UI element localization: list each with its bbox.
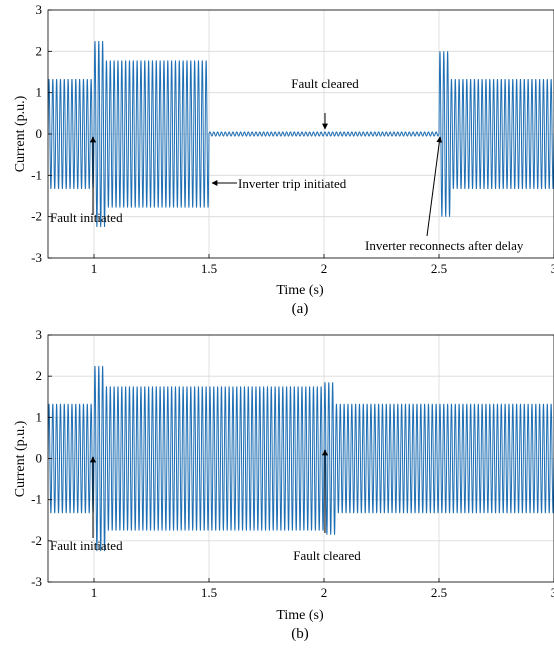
panel-b-ylabel: Current (p.u.) xyxy=(13,420,28,497)
panel-b-sublabel: (b) xyxy=(291,626,309,642)
y-tick-label: 1 xyxy=(36,85,43,100)
x-tick-label: 3 xyxy=(551,261,554,276)
current-waveform-series xyxy=(48,365,554,552)
panel-a-waveform xyxy=(48,40,554,228)
annotation-label: Fault initiated xyxy=(50,538,123,553)
annotation-reconnect-a: Inverter reconnects after delay xyxy=(365,136,524,253)
y-tick-label: 1 xyxy=(36,409,43,424)
x-tick-label: 2.5 xyxy=(431,585,447,600)
annotation-fault-initiated-b: Fault initiated xyxy=(50,456,123,553)
y-tick-label: -2 xyxy=(31,533,42,548)
y-tick-label: 3 xyxy=(36,327,43,342)
y-tick-label: -2 xyxy=(31,209,42,224)
y-tick-label: -3 xyxy=(31,250,42,265)
panel-a-sublabel: (a) xyxy=(292,301,309,317)
annotation-fault-cleared-b: Fault cleared xyxy=(293,449,361,563)
annotation-label: Fault cleared xyxy=(293,548,361,563)
y-tick-label: -1 xyxy=(31,167,42,182)
annotation-label: Inverter reconnects after delay xyxy=(365,238,524,253)
y-tick-label: 0 xyxy=(36,126,43,141)
y-tick-label: 2 xyxy=(36,43,43,58)
annotation-inverter-trip-a: Inverter trip initiated xyxy=(211,176,347,191)
annotation-label: Fault cleared xyxy=(291,76,359,91)
panel-b-waveform xyxy=(48,365,554,552)
y-tick-label: 0 xyxy=(36,451,43,466)
panel-b-xlabel: Time (s) xyxy=(276,608,324,623)
x-tick-label: 1.5 xyxy=(201,585,217,600)
panel-a-ticks: 1 1.5 2 2.5 3 -3 -2 -1 0 1 2 3 xyxy=(31,2,554,276)
annotation-label: Inverter trip initiated xyxy=(238,176,347,191)
panel-b-ticks: 1 1.5 2 2.5 3 -3 -2 -1 0 1 2 3 xyxy=(31,327,554,600)
x-tick-label: 1 xyxy=(91,261,98,276)
x-tick-label: 3 xyxy=(551,585,554,600)
annotation-fault-initiated-a: Fault initiated xyxy=(50,136,123,225)
annotation-fault-cleared-a: Fault cleared xyxy=(291,76,359,130)
current-waveform-series xyxy=(48,40,554,228)
y-tick-label: 2 xyxy=(36,368,43,383)
y-tick-label: -1 xyxy=(31,492,42,507)
x-tick-label: 2 xyxy=(321,585,328,600)
panel-a-ylabel: Current (p.u.) xyxy=(13,95,28,172)
y-tick-label: -3 xyxy=(31,574,42,589)
x-tick-label: 1.5 xyxy=(201,261,217,276)
x-tick-label: 1 xyxy=(91,585,98,600)
panel-a: 1 1.5 2 2.5 3 -3 -2 -1 0 1 2 3 Time (s) Current (p.… xyxy=(13,2,554,317)
x-tick-label: 2 xyxy=(321,261,328,276)
panel-b: 1 1.5 2 2.5 3 -3 -2 -1 0 1 2 3 Time (s) Current (p.… xyxy=(13,327,554,642)
panel-a-xlabel: Time (s) xyxy=(276,283,324,298)
annotation-label: Fault initiated xyxy=(50,210,123,225)
x-tick-label: 2.5 xyxy=(431,261,447,276)
y-tick-label: 3 xyxy=(36,2,43,17)
